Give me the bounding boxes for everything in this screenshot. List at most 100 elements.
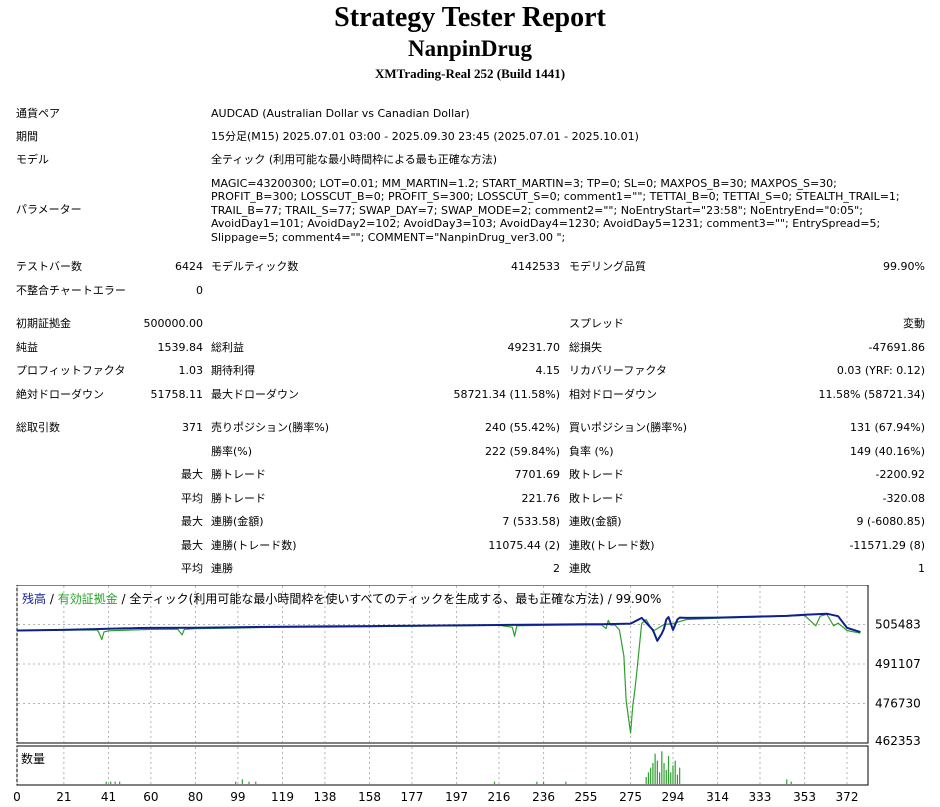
avg-loss-value: -320.08 (882, 492, 925, 505)
max-dd-value: 58721.34 (11.58%) (453, 388, 560, 401)
total-trades-label: 総取引数 (16, 421, 60, 434)
expected-label: 期待利得 (211, 364, 255, 377)
winrate-value: 222 (59.84%) (484, 445, 560, 458)
avg-win-value: 221.76 (521, 492, 561, 505)
recovery-value: 0.03 (YRF: 0.12) (836, 364, 925, 377)
symbol-value: AUDCAD (Australian Dollar vs Canadian Do… (211, 107, 470, 120)
balance-line (16, 612, 861, 642)
x-tick-11: 216 (487, 790, 510, 804)
x-tick-12: 236 (532, 790, 555, 804)
x-tick-18: 353 (793, 790, 816, 804)
consec-loss-cnt-label: 連敗(トレード数) (569, 539, 655, 552)
legend-model: 全ティック(利用可能な最小時間枠を使いすべてのティックを生成する、最も正確な方法… (129, 591, 661, 606)
consec-win-cnt-value: 11075.44 (2) (488, 539, 560, 552)
consec-win-amt-value: 7 (533.58) (502, 515, 560, 528)
recovery-label: リカバリーファクタ (569, 364, 667, 377)
legend-sep-2: / (118, 592, 130, 606)
max-win-label: 勝トレード (211, 468, 266, 481)
period-value: 15分足(M15) 2025.07.01 03:00 - 2025.09.30 … (211, 130, 639, 143)
chart-grid (16, 586, 867, 784)
report-title: Strategy Tester Report (334, 2, 606, 33)
volume-label: 数量 (21, 751, 45, 766)
x-tick-7: 138 (313, 790, 336, 804)
model-value: 全ティック (利用可能な最小時間枠による最も正確な方法) (211, 153, 498, 166)
x-tick-19: 372 (836, 790, 859, 804)
x-tick-0: 0 (13, 790, 21, 804)
bars-value: 6424 (175, 260, 203, 273)
spread-label: スプレッド (569, 317, 624, 330)
model-label: モデル (16, 153, 49, 166)
max-label-2: 最大 (181, 515, 203, 528)
quality-label: モデリング品質 (569, 260, 646, 273)
x-tick-13: 255 (574, 790, 597, 804)
broker-info: XMTrading-Real 252 (Build 1441) (374, 66, 566, 81)
max-label-1: 最大 (181, 468, 203, 481)
consec-win-cnt-label: 連勝(トレード数) (211, 539, 297, 552)
y-tick-labels: 505483 491107 476730 462353 (875, 618, 921, 748)
x-tick-14: 275 (619, 790, 642, 804)
x-tick-10: 197 (445, 790, 468, 804)
gross-profit-label: 総利益 (211, 341, 244, 354)
avg-win-label: 勝トレード (211, 492, 266, 505)
volume-bars (105, 751, 792, 784)
winrate-label: 勝率(%) (211, 445, 253, 458)
x-tick-17: 333 (749, 790, 772, 804)
symbol-label: 通貨ペア (16, 107, 60, 120)
gross-profit-value: 49231.70 (507, 341, 561, 354)
ea-name: NanpinDrug (408, 36, 532, 61)
x-tick-6: 119 (271, 790, 294, 804)
abs-dd-value: 51758.11 (150, 388, 204, 401)
x-tick-16: 314 (706, 790, 729, 804)
rel-dd-label: 相対ドローダウン (569, 388, 657, 401)
net-label: 純益 (16, 341, 38, 354)
consec-win-amt-label: 連勝(金額) (211, 515, 264, 528)
volume-plot-frame (16, 745, 869, 786)
max-loss-label: 敗トレード (569, 468, 624, 481)
consec-loss-amt-label: 連敗(金額) (569, 515, 622, 528)
short-label: 売りポジション(勝率%) (211, 421, 330, 434)
x-tick-4: 80 (188, 790, 203, 804)
max-win-value: 7701.69 (514, 468, 561, 481)
x-tick-5: 99 (230, 790, 245, 804)
gross-loss-label: 総損失 (569, 341, 602, 354)
chart-lines (16, 612, 861, 734)
pf-value: 1.03 (178, 364, 204, 377)
lossrate-value: 149 (40.16%) (849, 445, 925, 458)
legend-equity: 有効証拠金 (58, 591, 118, 606)
quality-value: 99.90% (883, 260, 925, 273)
avg-label-2: 平均 (181, 562, 203, 575)
params-value: MAGIC=43200300; LOT=0.01; MM_MARTIN=1.2;… (211, 177, 900, 244)
y-tick-0: 505483 (875, 618, 921, 632)
avg-consec-loss-label: 連敗 (569, 562, 591, 575)
pf-label: プロフィットファクタ (16, 364, 126, 377)
max-label-3: 最大 (181, 539, 203, 552)
errors-label: 不整合チャートエラー (16, 284, 126, 297)
params-label: パラメーター (16, 203, 82, 216)
max-dd-label: 最大ドローダウン (211, 388, 299, 401)
long-value: 131 (67.94%) (849, 421, 925, 434)
avg-loss-label: 敗トレード (569, 492, 624, 505)
chart-legend: 残高 / 有効証拠金 / 全ティック(利用可能な最小時間枠を使いすべてのティック… (22, 591, 661, 606)
spread-value: 変動 (903, 317, 925, 330)
ticks-label: モデルティック数 (211, 260, 299, 273)
long-label: 買いポジション(勝率%) (569, 421, 688, 434)
avg-consec-loss-value: 1 (918, 562, 925, 575)
abs-dd-label: 絶対ドローダウン (16, 388, 104, 401)
x-tick-3: 60 (143, 790, 158, 804)
avg-consec-win-value: 2 (553, 562, 560, 575)
avg-label-1: 平均 (181, 492, 203, 505)
short-value: 240 (55.42%) (484, 421, 560, 434)
x-tick-labels: 0 21 41 60 80 99 119 138 158 177 197 216 236 255 275 29… (13, 790, 858, 804)
balance-equity-chart: 505483 491107 476730 462353 0 21 41 60 80 99 119 1… (13, 585, 921, 804)
bars-label: テストバー数 (16, 260, 82, 273)
y-tick-1: 491107 (875, 657, 921, 671)
x-tick-2: 41 (101, 790, 116, 804)
gross-loss-value: -47691.86 (868, 341, 925, 354)
errors-value: 0 (196, 284, 203, 297)
net-value: 1539.84 (157, 341, 204, 354)
deposit-value: 500000.00 (143, 317, 204, 330)
consec-loss-cnt-value: -11571.29 (8) (849, 539, 925, 552)
period-label: 期間 (16, 130, 38, 143)
legend-sep-1: / (46, 592, 58, 606)
x-tick-1: 21 (56, 790, 71, 804)
